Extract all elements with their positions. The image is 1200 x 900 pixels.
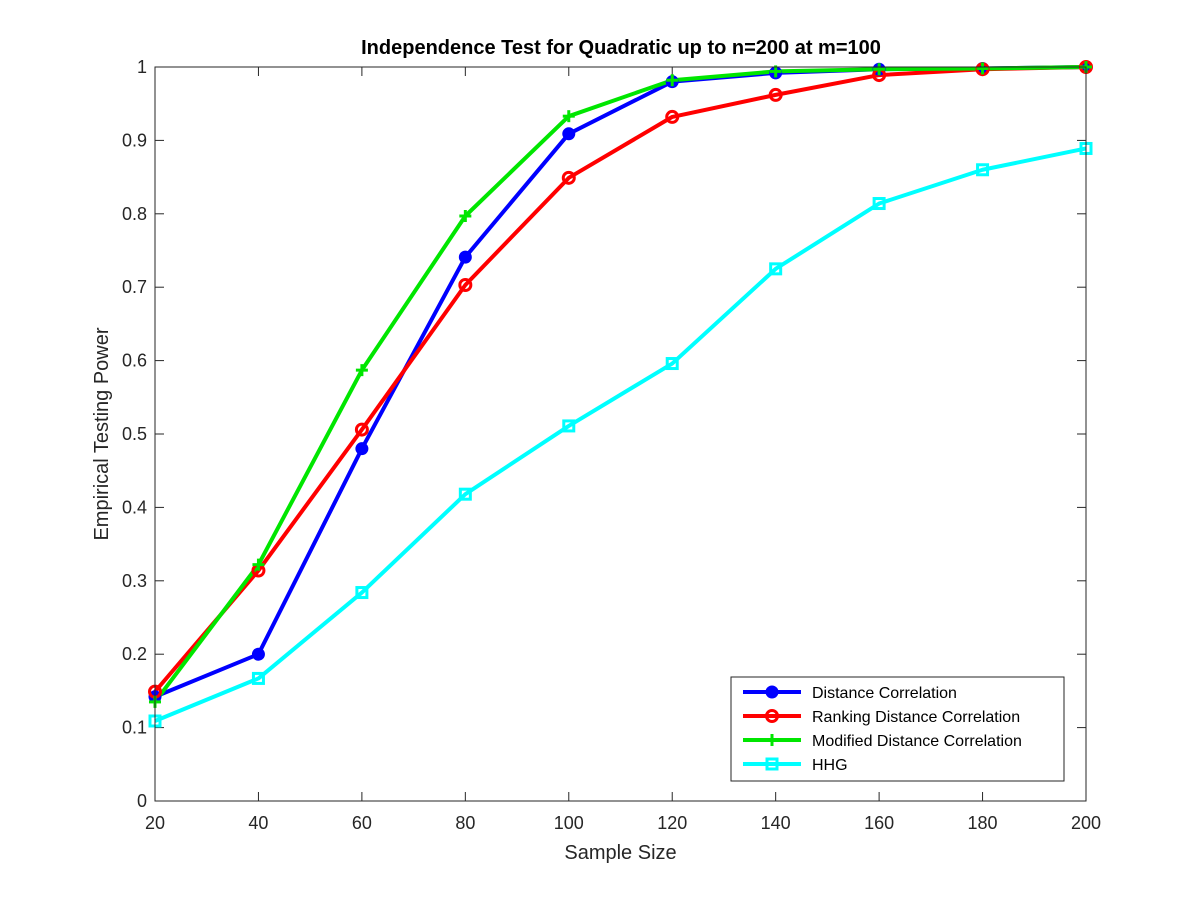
legend-marker — [765, 709, 779, 723]
legend-label: Modified Distance Correlation — [812, 733, 1022, 750]
data-point-distance-correlation — [562, 127, 576, 141]
legend-marker — [766, 734, 778, 746]
data-point-modified-distance-correlation — [252, 558, 265, 571]
y-tick-label: 1 — [137, 57, 147, 77]
x-tick-label: 160 — [864, 813, 894, 833]
y-tick-label: 0.4 — [122, 497, 147, 517]
x-tick-label: 200 — [1071, 813, 1101, 833]
series-lines — [153, 65, 1087, 723]
legend-marker — [765, 685, 779, 699]
x-tick-label: 20 — [145, 813, 165, 833]
y-tick-label: 0.8 — [122, 204, 147, 224]
data-point-ranking-distance-correlation — [561, 170, 576, 185]
data-point-hhg — [562, 419, 576, 433]
legend-label: HHG — [812, 757, 848, 774]
x-tick-label: 100 — [554, 813, 584, 833]
legend-entry-modified-distance-correlation: Modified Distance Correlation — [743, 733, 1022, 750]
y-tick-label: 0 — [137, 791, 147, 811]
axis-ticks: 20 40 60 80 100 120 140 160 180 200 0 0.1 0.2 0.3 0.4 0… — [122, 57, 1101, 833]
x-tick-label: 140 — [761, 813, 791, 833]
y-tick-label: 0.7 — [122, 277, 147, 297]
legend-entry-hhg: HHG — [743, 757, 848, 774]
legend-entry-ranking-distance-correlation: Ranking Distance Correlation — [743, 709, 1020, 726]
data-point-modified-distance-correlation — [355, 364, 368, 377]
y-axis-label: Empirical Testing Power — [91, 327, 113, 540]
y-tick-label: 0.2 — [122, 644, 147, 664]
x-axis-label: Sample Size — [564, 842, 676, 864]
data-point-ranking-distance-correlation — [768, 87, 783, 102]
data-point-hhg — [251, 671, 265, 685]
data-point-distance-correlation — [458, 250, 472, 264]
data-point-modified-distance-correlation — [562, 110, 575, 123]
legend-label: Distance Correlation — [812, 685, 957, 702]
series-line-hhg — [154, 146, 1087, 723]
y-tick-label: 0.3 — [122, 571, 147, 591]
legend-entry-distance-correlation: Distance Correlation — [743, 685, 957, 702]
data-point-distance-correlation — [251, 647, 265, 661]
data-point-hhg — [769, 262, 783, 276]
chart-title: Independence Test for Quadratic up to n=… — [361, 37, 881, 59]
data-point-hhg — [665, 357, 679, 371]
data-point-hhg — [976, 163, 990, 177]
data-point-ranking-distance-correlation — [354, 422, 369, 437]
series-line-ranking-distance-correlation — [153, 65, 1087, 693]
data-point-ranking-distance-correlation — [458, 277, 473, 292]
legend-marker — [765, 757, 779, 771]
y-tick-label: 0.5 — [122, 424, 147, 444]
x-tick-label: 60 — [352, 813, 372, 833]
plot-border — [154, 66, 1087, 802]
data-point-distance-correlation — [355, 442, 369, 456]
series-line-modified-distance-correlation — [153, 65, 1087, 704]
y-tick-label: 0.1 — [122, 718, 147, 738]
x-tick-label: 80 — [455, 813, 475, 833]
data-point-modified-distance-correlation — [976, 62, 989, 75]
data-point-hhg — [355, 586, 369, 600]
y-tick-label: 0.6 — [122, 351, 147, 371]
x-tick-label: 120 — [657, 813, 687, 833]
legend: Distance Correlation Ranking Distance Cor… — [730, 676, 1065, 782]
x-tick-label: 180 — [968, 813, 998, 833]
data-point-modified-distance-correlation — [666, 74, 679, 87]
legend-label: Ranking Distance Correlation — [812, 709, 1020, 726]
x-tick-label: 40 — [248, 813, 268, 833]
data-point-hhg — [458, 487, 472, 501]
data-point-hhg — [872, 197, 886, 211]
data-point-ranking-distance-correlation — [665, 109, 680, 124]
data-point-modified-distance-correlation — [873, 63, 886, 76]
y-tick-label: 0.9 — [122, 130, 147, 150]
data-point-modified-distance-correlation — [459, 210, 472, 223]
